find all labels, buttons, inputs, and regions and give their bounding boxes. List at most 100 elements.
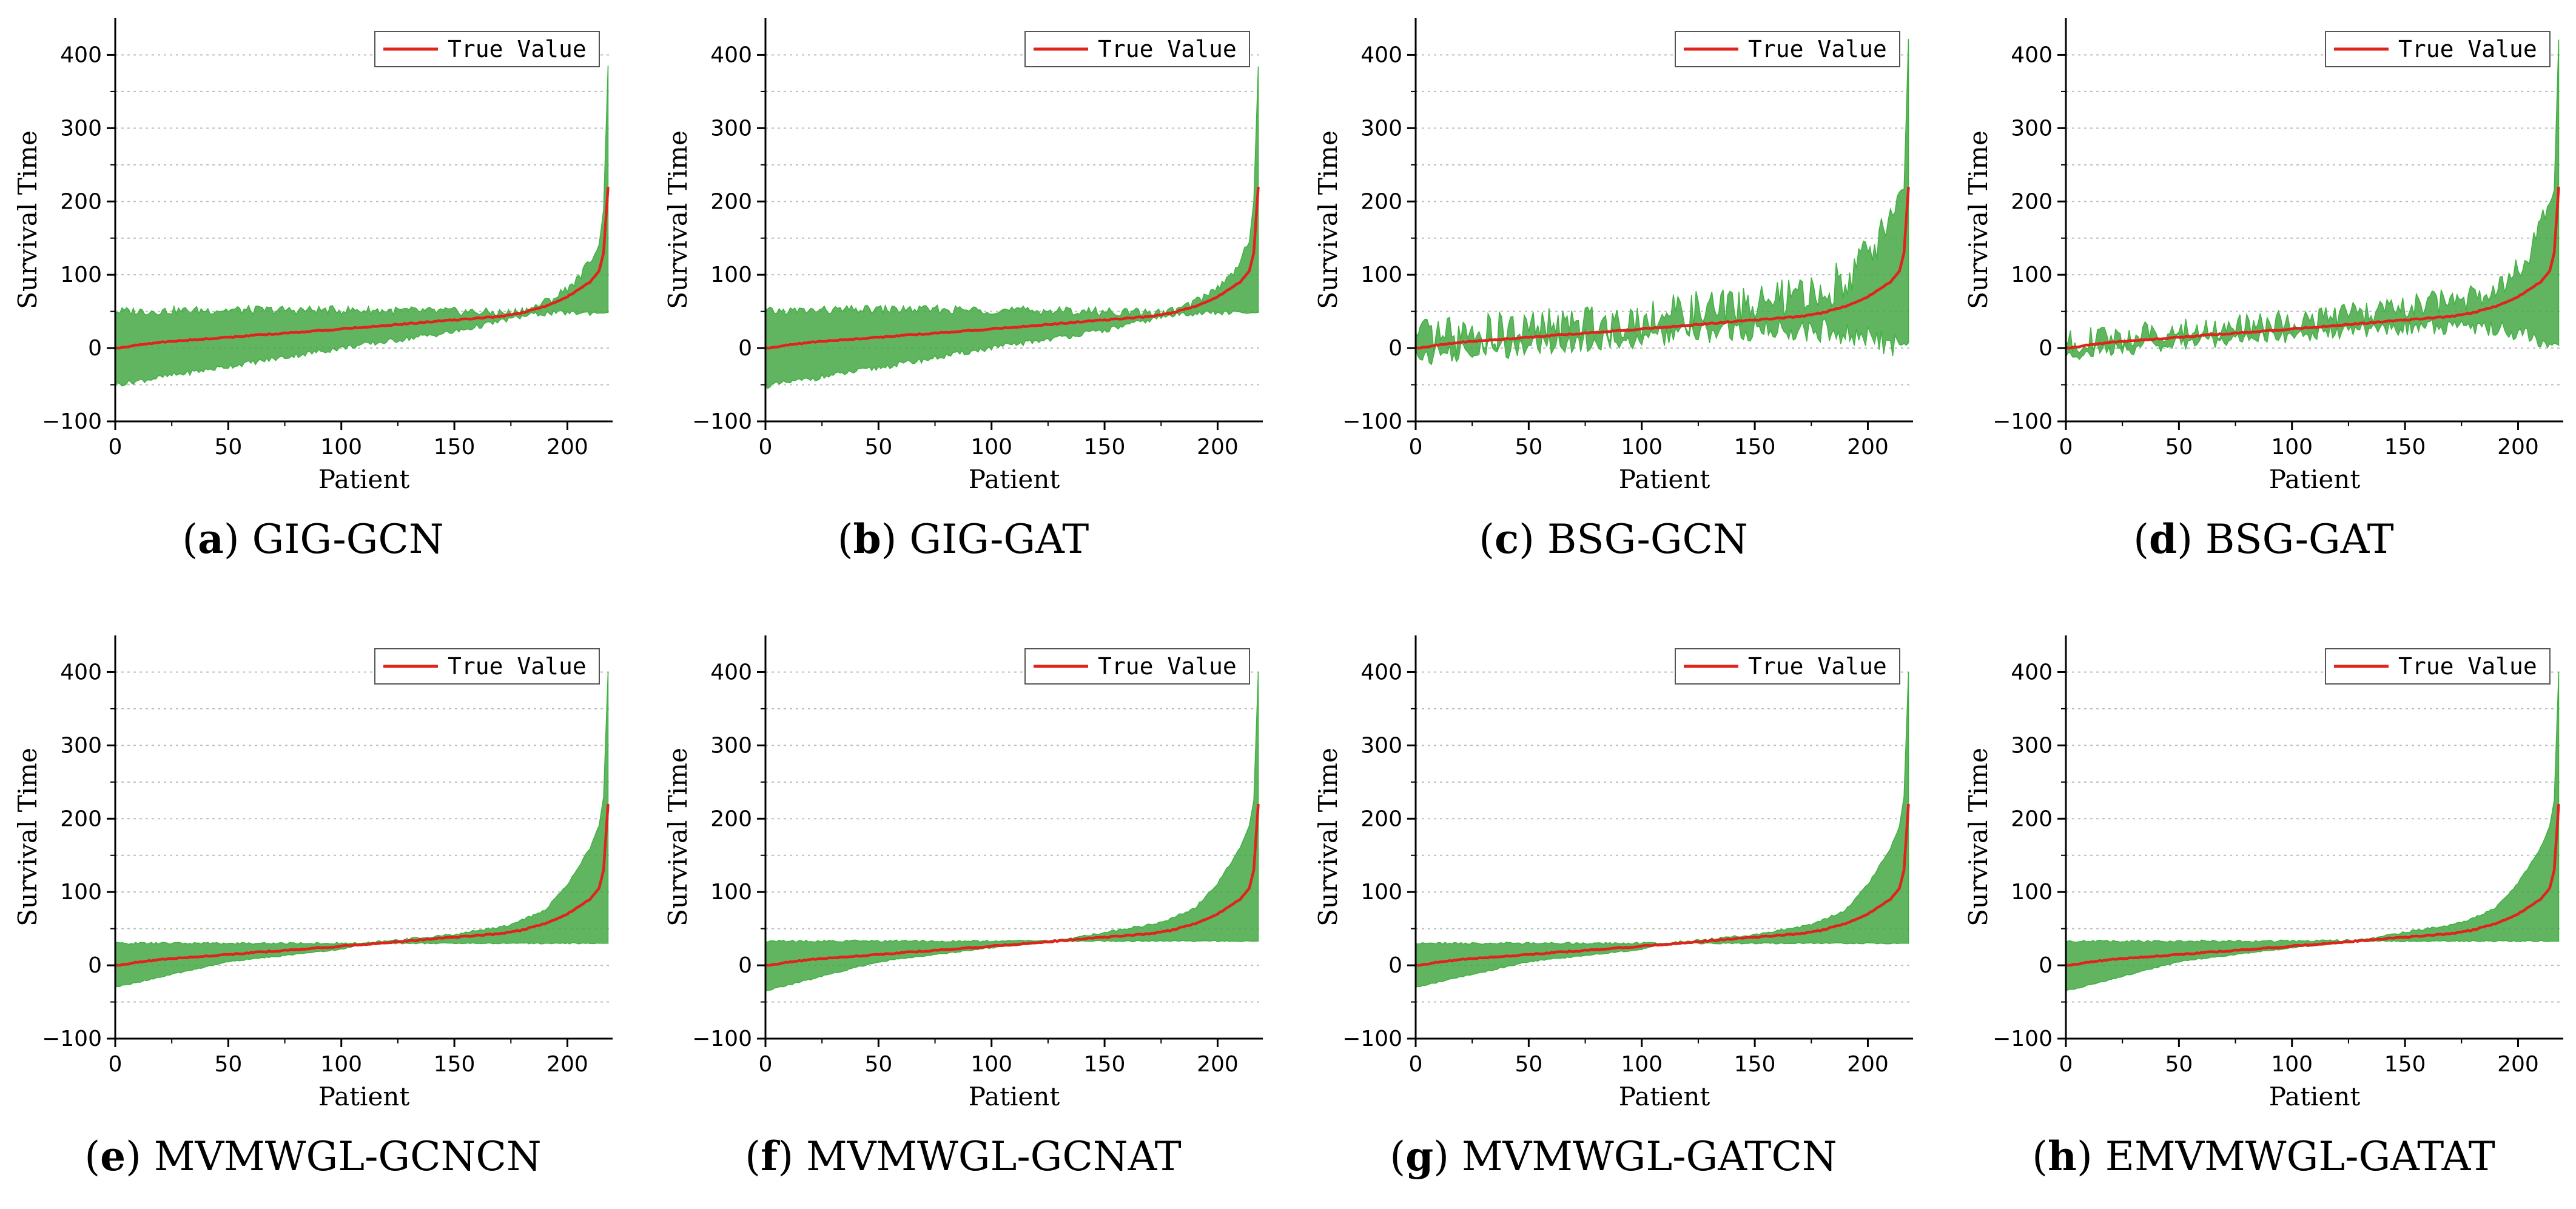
x-tick-label: 0 [2059, 1052, 2073, 1077]
x-tick-label: 150 [2384, 1052, 2426, 1077]
x-tick-label: 100 [320, 1052, 362, 1077]
y-tick-label: −100 [1342, 1026, 1402, 1051]
y-axis-label: Survival Time [1313, 748, 1343, 926]
prediction-band [115, 672, 609, 988]
y-tick-label: −100 [42, 409, 102, 434]
y-axis-label: Survival Time [663, 748, 693, 926]
y-tick-label: 100 [2011, 263, 2053, 287]
x-tick-label: 150 [434, 435, 476, 460]
y-axis-label: Survival Time [1963, 130, 1993, 309]
x-axis-label: Patient [1619, 1082, 1710, 1111]
y-axis-label: Survival Time [1963, 748, 1993, 926]
y-tick-label: 300 [710, 733, 752, 758]
y-tick-label: 100 [60, 880, 102, 905]
x-tick-label: 150 [434, 1052, 476, 1077]
x-tick-label: 50 [1515, 1052, 1542, 1077]
x-tick-label: 150 [1084, 1052, 1126, 1077]
y-tick-label: 300 [710, 116, 752, 141]
x-tick-label: 0 [109, 435, 123, 460]
x-tick-label: 200 [546, 1052, 588, 1077]
y-tick-label: 100 [60, 263, 102, 287]
y-tick-label: 200 [1360, 806, 1402, 831]
x-tick-label: 100 [970, 1052, 1012, 1077]
y-tick-label: 200 [2011, 189, 2053, 214]
x-tick-label: 150 [1734, 1052, 1776, 1077]
legend-label: True Value [448, 36, 587, 62]
legend-label: True Value [448, 653, 587, 680]
y-tick-label: 200 [710, 189, 752, 214]
y-tick-label: 300 [2011, 116, 2053, 141]
y-tick-label: 400 [710, 660, 752, 685]
y-tick-label: −100 [1342, 409, 1402, 434]
x-tick-label: 200 [1847, 435, 1889, 460]
x-tick-label: 100 [970, 435, 1012, 460]
y-tick-label: 100 [2011, 880, 2053, 905]
prediction-band [2065, 39, 2560, 360]
x-tick-label: 150 [2384, 435, 2426, 460]
chart-panel-e: −100 0 100 200 300 400 0 50 100 150 200 Patient Surv… [13, 635, 613, 1180]
x-tick-label: 100 [2271, 435, 2313, 460]
panel-caption: (g) MVMWGL-GATCN [1390, 1133, 1837, 1180]
prediction-band [765, 672, 1259, 991]
chart-panel-c: −100 0 100 200 300 400 0 50 100 150 200 Patient Surv… [1313, 18, 1913, 563]
y-tick-label: 0 [738, 336, 752, 361]
y-tick-label: 200 [60, 189, 102, 214]
y-axis-label: Survival Time [663, 130, 693, 309]
y-tick-label: 400 [60, 660, 102, 685]
x-tick-label: 200 [2497, 435, 2539, 460]
x-axis-label: Patient [318, 1082, 410, 1111]
x-axis-label: Patient [2269, 1082, 2361, 1111]
true-value-line [2065, 803, 2560, 967]
x-tick-label: 100 [1621, 435, 1663, 460]
y-tick-label: 200 [2011, 806, 2053, 831]
x-tick-label: 0 [1409, 435, 1423, 460]
x-tick-label: 200 [1197, 435, 1239, 460]
x-axis-label: Patient [2269, 464, 2361, 494]
panel-caption: (c) BSG-GCN [1479, 515, 1748, 563]
x-tick-label: 150 [1734, 435, 1776, 460]
y-tick-label: 0 [1388, 336, 1402, 361]
y-tick-label: 200 [60, 806, 102, 831]
y-tick-label: 400 [1360, 42, 1402, 67]
x-tick-label: 50 [864, 435, 892, 460]
y-tick-label: 400 [60, 42, 102, 67]
prediction-band [1415, 672, 1909, 988]
x-axis-label: Patient [969, 464, 1060, 494]
x-axis-label: Patient [969, 1082, 1060, 1111]
y-axis-label: Survival Time [13, 748, 42, 926]
y-axis-label: Survival Time [1313, 130, 1343, 309]
chart-panel-g: −100 0 100 200 300 400 0 50 100 150 200 Patient Surv… [1313, 635, 1913, 1180]
panel-caption: (e) MVMWGL-GCNCN [84, 1133, 541, 1180]
y-tick-label: 0 [88, 953, 102, 978]
panel-caption: (d) BSG-GAT [2133, 515, 2393, 563]
y-tick-label: 300 [1360, 733, 1402, 758]
y-tick-label: 300 [60, 116, 102, 141]
panel-caption: (a) GIG-GCN [182, 515, 443, 563]
x-tick-label: 50 [214, 1052, 242, 1077]
y-tick-label: 400 [2011, 42, 2053, 67]
x-tick-label: 0 [2059, 435, 2073, 460]
y-tick-label: −100 [1993, 1026, 2053, 1051]
legend-label: True Value [1748, 36, 1887, 62]
legend-label: True Value [1098, 653, 1237, 680]
x-axis-label: Patient [1619, 464, 1710, 494]
true-value-line [765, 186, 1260, 350]
panel-caption: (b) GIG-GAT [838, 515, 1089, 563]
y-tick-label: −100 [692, 409, 752, 434]
panel-caption: (f) MVMWGL-GCNAT [745, 1133, 1181, 1180]
y-tick-label: 0 [2039, 953, 2053, 978]
legend-label: True Value [2398, 653, 2537, 680]
legend-label: True Value [2398, 36, 2537, 62]
x-tick-label: 200 [1197, 1052, 1239, 1077]
true-value-line [115, 803, 610, 967]
x-tick-label: 100 [320, 435, 362, 460]
x-tick-label: 100 [2271, 1052, 2313, 1077]
x-tick-label: 150 [1084, 435, 1126, 460]
panel-caption: (h) EMVMWGL-GATAT [2032, 1133, 2495, 1180]
true-value-line [2065, 186, 2560, 350]
x-tick-label: 50 [1515, 435, 1542, 460]
y-tick-label: 0 [88, 336, 102, 361]
y-tick-label: 300 [60, 733, 102, 758]
